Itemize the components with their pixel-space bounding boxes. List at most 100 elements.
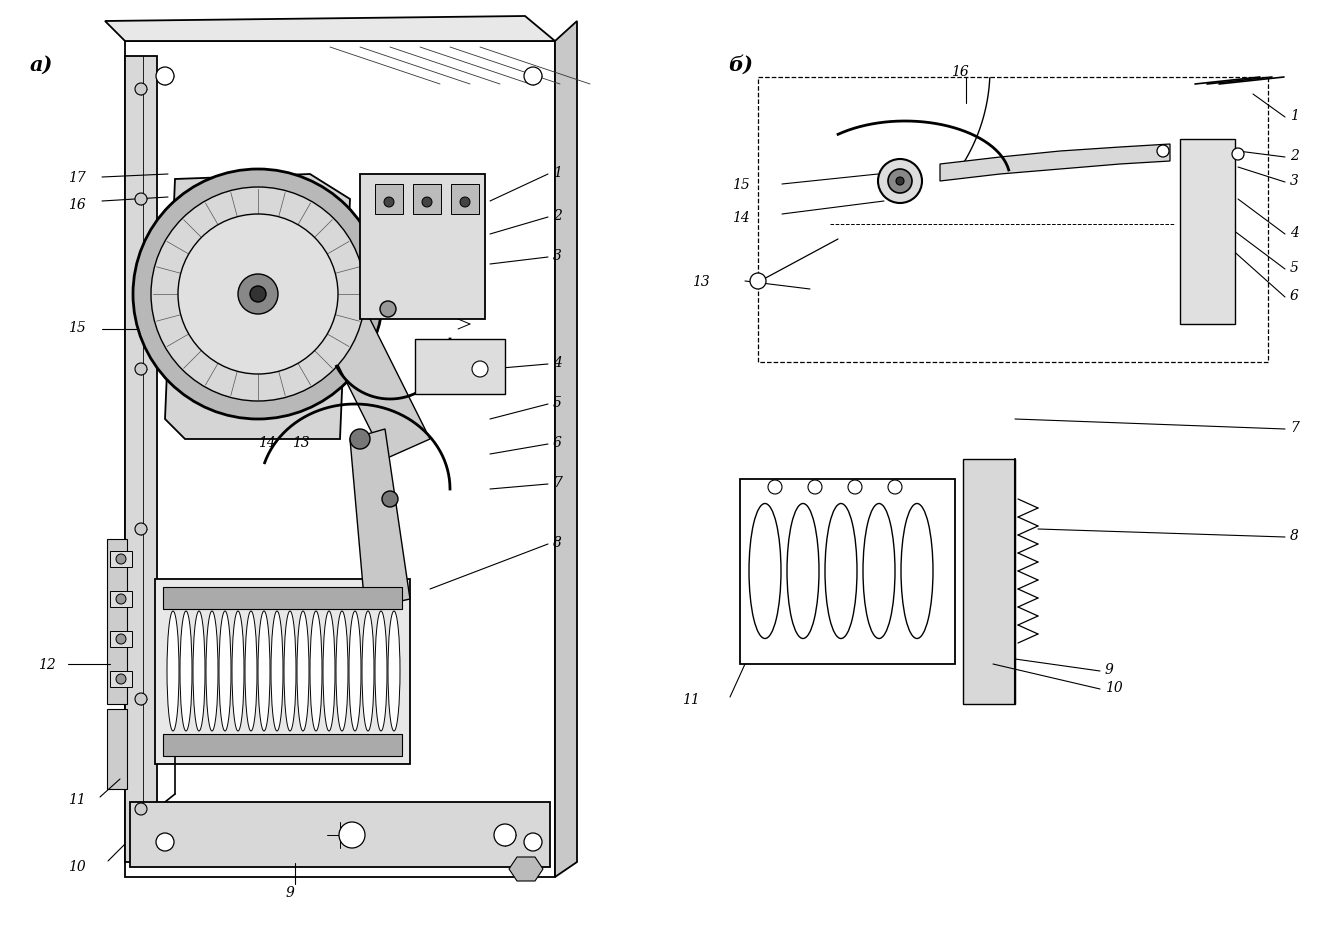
- Polygon shape: [105, 17, 556, 42]
- Text: 10: 10: [1104, 680, 1123, 694]
- Ellipse shape: [258, 612, 270, 731]
- Circle shape: [115, 594, 126, 604]
- Ellipse shape: [297, 612, 309, 731]
- Ellipse shape: [310, 612, 322, 731]
- Text: 16: 16: [68, 198, 86, 212]
- Circle shape: [136, 364, 148, 376]
- Text: 9: 9: [286, 885, 294, 899]
- Circle shape: [250, 287, 266, 303]
- Bar: [758, 78, 1268, 363]
- Ellipse shape: [362, 612, 374, 731]
- Text: а): а): [30, 55, 54, 75]
- Bar: [360, 174, 484, 319]
- Circle shape: [178, 214, 338, 375]
- Text: 8: 8: [553, 535, 562, 549]
- Text: 9: 9: [1104, 663, 1114, 677]
- Polygon shape: [556, 22, 577, 877]
- Circle shape: [1232, 148, 1244, 161]
- Ellipse shape: [219, 612, 231, 731]
- Circle shape: [888, 481, 902, 495]
- Text: 10: 10: [68, 859, 86, 873]
- Polygon shape: [165, 174, 350, 440]
- Bar: [413, 185, 442, 214]
- Circle shape: [380, 302, 396, 317]
- Circle shape: [848, 481, 862, 495]
- Ellipse shape: [786, 504, 819, 638]
- Ellipse shape: [323, 612, 336, 731]
- Circle shape: [156, 833, 174, 851]
- Bar: [110, 551, 132, 567]
- Text: 6: 6: [1290, 289, 1299, 303]
- Ellipse shape: [180, 612, 192, 731]
- Circle shape: [136, 194, 148, 206]
- Circle shape: [133, 170, 382, 419]
- Ellipse shape: [193, 612, 205, 731]
- Circle shape: [382, 492, 399, 508]
- Text: 11: 11: [68, 793, 86, 806]
- Ellipse shape: [285, 612, 297, 731]
- Circle shape: [115, 554, 126, 564]
- Circle shape: [878, 160, 922, 204]
- Circle shape: [750, 274, 766, 290]
- Ellipse shape: [271, 612, 283, 731]
- Ellipse shape: [336, 612, 348, 731]
- Circle shape: [228, 277, 252, 302]
- Circle shape: [523, 68, 542, 86]
- Bar: [162, 734, 403, 756]
- Text: 2: 2: [1290, 148, 1299, 162]
- Text: 3: 3: [1290, 174, 1299, 187]
- Text: 6: 6: [553, 435, 562, 449]
- Bar: [110, 631, 132, 648]
- Bar: [110, 671, 132, 688]
- Text: 2: 2: [553, 209, 562, 223]
- Text: 13: 13: [293, 435, 310, 449]
- Ellipse shape: [825, 504, 858, 638]
- Ellipse shape: [749, 504, 781, 638]
- Circle shape: [460, 198, 470, 208]
- Polygon shape: [509, 857, 544, 881]
- Text: 4: 4: [1290, 226, 1299, 239]
- Polygon shape: [125, 42, 556, 877]
- Circle shape: [472, 362, 488, 378]
- Circle shape: [340, 822, 365, 848]
- Bar: [1180, 140, 1235, 325]
- Ellipse shape: [388, 612, 400, 731]
- Circle shape: [350, 430, 370, 449]
- Bar: [964, 459, 1015, 704]
- Bar: [162, 587, 403, 610]
- Text: 4: 4: [553, 355, 562, 369]
- Polygon shape: [310, 279, 429, 459]
- Text: 11: 11: [682, 692, 701, 706]
- Polygon shape: [130, 802, 550, 867]
- Circle shape: [1157, 146, 1169, 158]
- Circle shape: [221, 331, 258, 367]
- Bar: [107, 709, 127, 789]
- Circle shape: [152, 187, 365, 402]
- Circle shape: [136, 693, 148, 705]
- Bar: [451, 185, 479, 214]
- Text: 3: 3: [553, 249, 562, 263]
- Ellipse shape: [246, 612, 258, 731]
- Text: 1: 1: [553, 166, 562, 180]
- Ellipse shape: [207, 612, 217, 731]
- Text: 5: 5: [553, 395, 562, 409]
- Text: 13: 13: [692, 275, 710, 289]
- Circle shape: [136, 84, 148, 96]
- Ellipse shape: [166, 612, 178, 731]
- Circle shape: [136, 523, 148, 535]
- Polygon shape: [125, 57, 157, 862]
- Circle shape: [888, 170, 913, 194]
- Text: 15: 15: [733, 178, 750, 192]
- Circle shape: [523, 833, 542, 851]
- Text: 14: 14: [258, 435, 275, 449]
- Polygon shape: [350, 430, 411, 610]
- Circle shape: [136, 803, 148, 815]
- Circle shape: [421, 198, 432, 208]
- Text: 16: 16: [951, 65, 969, 79]
- Text: б): б): [727, 55, 753, 75]
- Ellipse shape: [900, 504, 933, 638]
- Text: 7: 7: [1290, 420, 1299, 434]
- Circle shape: [768, 481, 782, 495]
- Circle shape: [808, 481, 823, 495]
- Ellipse shape: [863, 504, 895, 638]
